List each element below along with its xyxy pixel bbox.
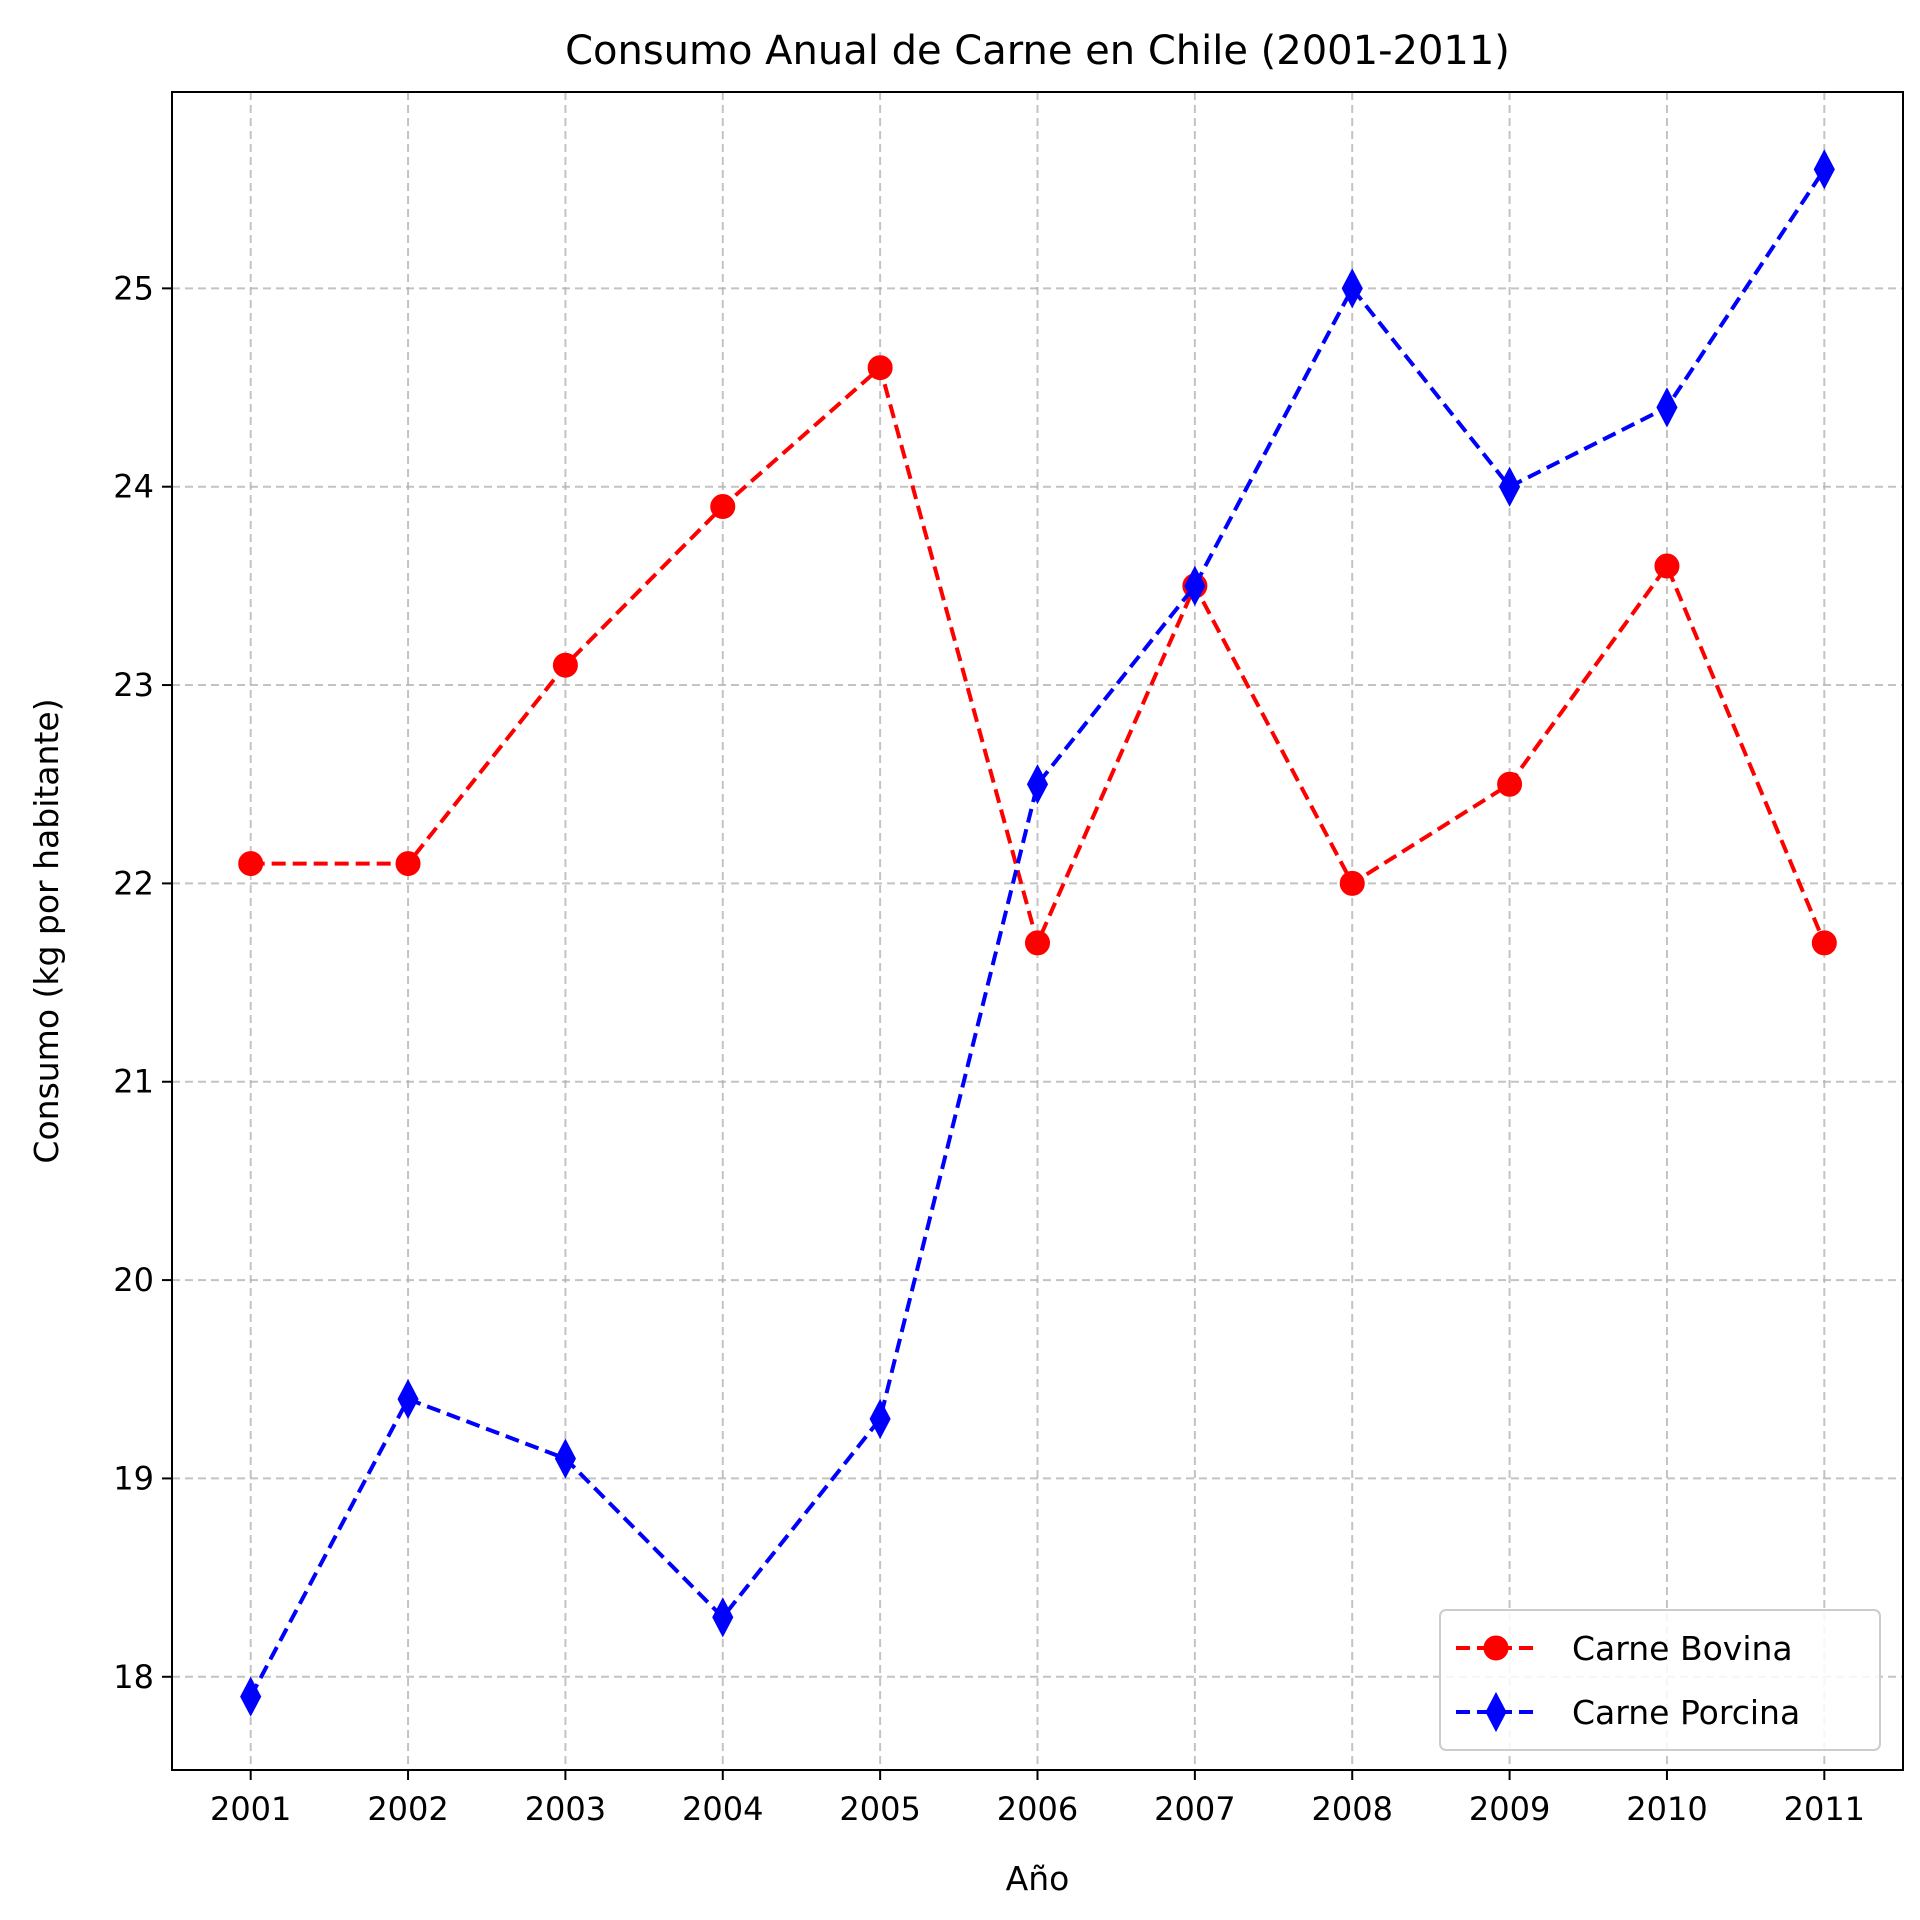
legend-label-carne-bovina: Carne Bovina: [1572, 1629, 1793, 1668]
data-point-carne-bovina: [552, 652, 578, 678]
legend-label-carne-porcina: Carne Porcina: [1572, 1693, 1800, 1732]
data-point-carne-porcina: [1184, 565, 1206, 606]
data-point-carne-bovina: [710, 494, 736, 520]
y-tick-label: 18: [113, 1658, 154, 1696]
y-tick-label: 22: [113, 864, 154, 902]
x-tick-label: 2002: [367, 1790, 448, 1828]
data-point-carne-porcina: [397, 1379, 419, 1420]
data-point-carne-porcina: [1341, 268, 1363, 309]
x-tick-label: 2005: [839, 1790, 920, 1828]
data-point-carne-porcina: [712, 1597, 734, 1638]
series-line-carne-porcina: [248, 168, 1826, 1698]
data-point-carne-bovina: [1811, 930, 1837, 956]
data-point-carne-bovina: [238, 851, 264, 877]
x-tick-label: 2004: [682, 1790, 763, 1828]
y-tick-label: 19: [113, 1459, 154, 1497]
y-tick-label: 21: [113, 1063, 154, 1101]
y-tick-label: 20: [113, 1261, 154, 1299]
data-point-carne-porcina: [869, 1398, 891, 1440]
y-tick-label: 24: [113, 468, 154, 506]
legend-item-carne-porcina: Carne Porcina: [1456, 1691, 1800, 1733]
axis-ticks: 2001 2002 2003 2004 2005 2006 2007 2008 2009 2010…: [113, 269, 1865, 1828]
chart-title: Consumo Anual de Carne en Chile (2001-20…: [565, 28, 1510, 74]
legend-box: [1439, 1609, 1881, 1751]
data-point-carne-bovina: [1497, 771, 1523, 797]
legend: Carne Bovina Carne Porcina: [1439, 1609, 1881, 1751]
data-point-carne-bovina: [1654, 553, 1680, 579]
data-point-carne-bovina: [1339, 870, 1365, 896]
series-layer: [238, 149, 1837, 1717]
data-point-carne-bovina: [867, 355, 893, 381]
data-point-carne-porcina: [1656, 387, 1678, 428]
data-point-carne-bovina: [1025, 930, 1050, 956]
legend-items: Carne Bovina Carne Porcina: [1456, 1629, 1800, 1733]
legend-item-carne-bovina: Carne Bovina: [1456, 1629, 1793, 1668]
x-tick-label: 2006: [997, 1790, 1078, 1828]
legend-marker-carne-porcina: [1485, 1691, 1507, 1733]
x-tick-label: 2007: [1154, 1790, 1235, 1828]
y-axis-label: Consumo (kg por habitante): [27, 698, 66, 1163]
data-point-carne-porcina: [1813, 149, 1835, 190]
x-axis-label: Año: [1006, 1859, 1070, 1898]
x-tick-label: 2009: [1469, 1790, 1550, 1828]
series-carne-porcina: [240, 149, 1835, 1717]
x-tick-label: 2010: [1626, 1790, 1707, 1828]
y-tick-label: 25: [113, 269, 154, 307]
data-point-carne-porcina: [554, 1438, 576, 1479]
data-point-carne-porcina: [1499, 466, 1521, 507]
legend-marker-carne-bovina: [1483, 1635, 1509, 1661]
x-tick-label: 2003: [525, 1790, 606, 1828]
y-tick-label: 23: [113, 666, 154, 704]
x-tick-label: 2011: [1784, 1790, 1865, 1828]
data-point-carne-bovina: [395, 851, 421, 877]
data-point-carne-porcina: [240, 1676, 262, 1717]
x-tick-label: 2001: [210, 1790, 291, 1828]
data-point-carne-porcina: [1026, 764, 1049, 805]
x-tick-label: 2008: [1312, 1790, 1393, 1828]
